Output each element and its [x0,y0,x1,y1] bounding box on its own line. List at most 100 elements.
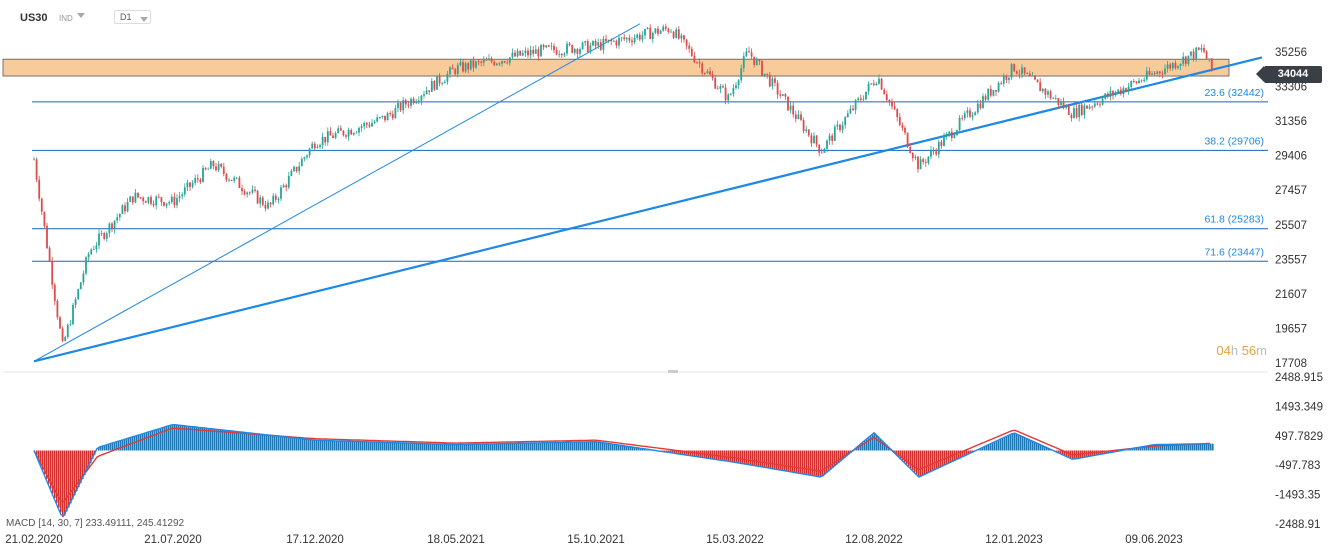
candle-body [620,37,623,39]
candle-body [1203,47,1205,52]
signal-line [33,427,1211,503]
macd-hist-bar [400,442,402,451]
macd-hist-bar [348,441,350,451]
macd-hist-bar [344,441,346,451]
macd-hist-bar [1016,433,1018,451]
candle-body [641,35,644,40]
macd-hist-bar [148,432,150,451]
macd-hist-bar [474,444,476,451]
macd-hist-bar [56,450,58,503]
macd-hist-bar [416,443,418,451]
candle-body [1080,104,1083,115]
macd-hist-bar [360,441,362,451]
macd-hist-bar [214,429,216,451]
symbol-label[interactable]: US30 [20,12,48,24]
candle-body [98,233,100,246]
macd-hist-bar [72,450,74,500]
candle-body [404,100,407,105]
macd-hist-bar [730,450,732,462]
macd-hist-bar [90,450,92,463]
macd-hist-bar [756,450,758,466]
macd-hist-bar [518,443,520,451]
candle-body [950,131,953,139]
candle-body [459,62,462,66]
countdown-minutes-unit: m [1256,343,1267,358]
candle-body [615,40,618,46]
candle-body [1122,88,1125,95]
chevron-down-icon[interactable] [77,13,85,18]
timeframe-dropdown[interactable]: D1 [114,10,151,24]
candle-body [776,82,779,95]
macd-hist-bar [552,442,554,451]
candle-body [308,148,311,156]
candle-body [924,162,927,163]
candle-body [337,128,340,134]
macd-hist-bar [790,450,792,472]
macd-hist-bar [396,442,398,451]
candle-body [339,128,342,131]
macd-hist-bar [440,444,442,451]
macd-hist-bar [502,443,504,451]
candle-body [381,115,384,118]
candle-body [363,122,366,127]
candle-body [930,150,932,157]
macd-hist-bar [434,443,436,451]
macd-hist-bar [206,428,208,451]
candle-body [987,88,990,100]
candle-body [33,159,35,161]
macd-hist-bar [282,436,284,451]
macd-hist-bar [592,441,594,451]
candle-body [1187,55,1190,64]
macd-hist-bar [312,439,314,451]
macd-hist-bar [860,444,862,451]
candle-body [885,94,888,100]
macd-hist-bar [332,440,334,451]
macd-hist-bar [266,434,268,451]
candle-body [495,63,498,66]
candle-body [1112,90,1114,96]
macd-hist-bar [746,450,748,465]
candle-body [579,49,581,54]
candle-body [883,89,886,95]
candle-body [430,80,433,92]
candle-body [79,282,82,290]
candle-body [1047,91,1049,95]
macd-hist-bar [456,444,458,451]
macd-hist-bar [572,442,574,451]
candle-body [625,37,628,40]
candle-body [332,135,334,138]
candle-body [896,109,899,118]
macd-hist-bar [620,445,622,451]
macd-hist-bar [668,450,670,453]
candle-body [1060,101,1062,106]
macd-hist-bar [1172,444,1174,451]
macd-hist-bar [906,450,908,465]
macd-hist-bar [748,450,750,465]
candle-body [477,61,480,63]
macd-hist-bar [1146,446,1148,451]
macd-hist-bar [330,440,332,451]
macd-hist-bar [776,450,778,470]
macd-hist-bar [84,450,86,475]
candle-body [503,61,506,63]
macd-hist-bar [984,446,986,451]
macd-hist-bar [162,427,164,451]
candle-body [792,105,795,115]
candle-body [849,108,852,114]
candle-body [186,182,189,188]
macd-legend[interactable]: MACD [14, 30, 7] 233.49111, 245.41292 [6,518,185,529]
macd-hist-bar [394,442,396,451]
macd-hist-bar [724,450,726,461]
candle-body [116,217,119,221]
macd-hist-bar [88,450,90,467]
candle-body [995,90,997,92]
candle-body [371,122,373,127]
candle-body [568,43,571,46]
macd-hist-bar [486,443,488,451]
macd-hist-bar [258,433,260,451]
candle-body [1028,73,1031,77]
candle-body [56,300,59,318]
candle-body [373,121,376,123]
candle-body [280,187,282,199]
